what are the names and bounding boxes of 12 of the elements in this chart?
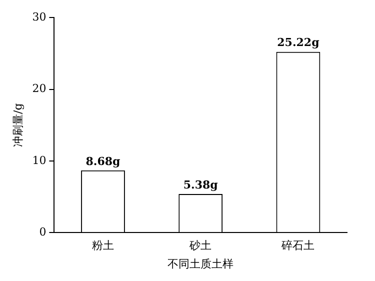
x-tick-label: 粉土 <box>92 239 114 252</box>
y-tick-label: 30 <box>32 10 46 24</box>
y-tick-label: 0 <box>39 225 46 238</box>
y-tick-label: 20 <box>32 82 46 96</box>
x-tick-label: 砂土 <box>188 239 212 252</box>
y-axis-title: 冲刷量/g <box>11 103 24 147</box>
y-tick-label: 10 <box>32 154 46 167</box>
data-label: 25.22g <box>277 36 320 50</box>
data-label: 5.38g <box>183 178 218 192</box>
x-axis-title: 不同土质土样 <box>168 257 234 270</box>
data-label: 8.68g <box>86 154 121 168</box>
x-tick-label: 碎石土 <box>280 239 315 252</box>
